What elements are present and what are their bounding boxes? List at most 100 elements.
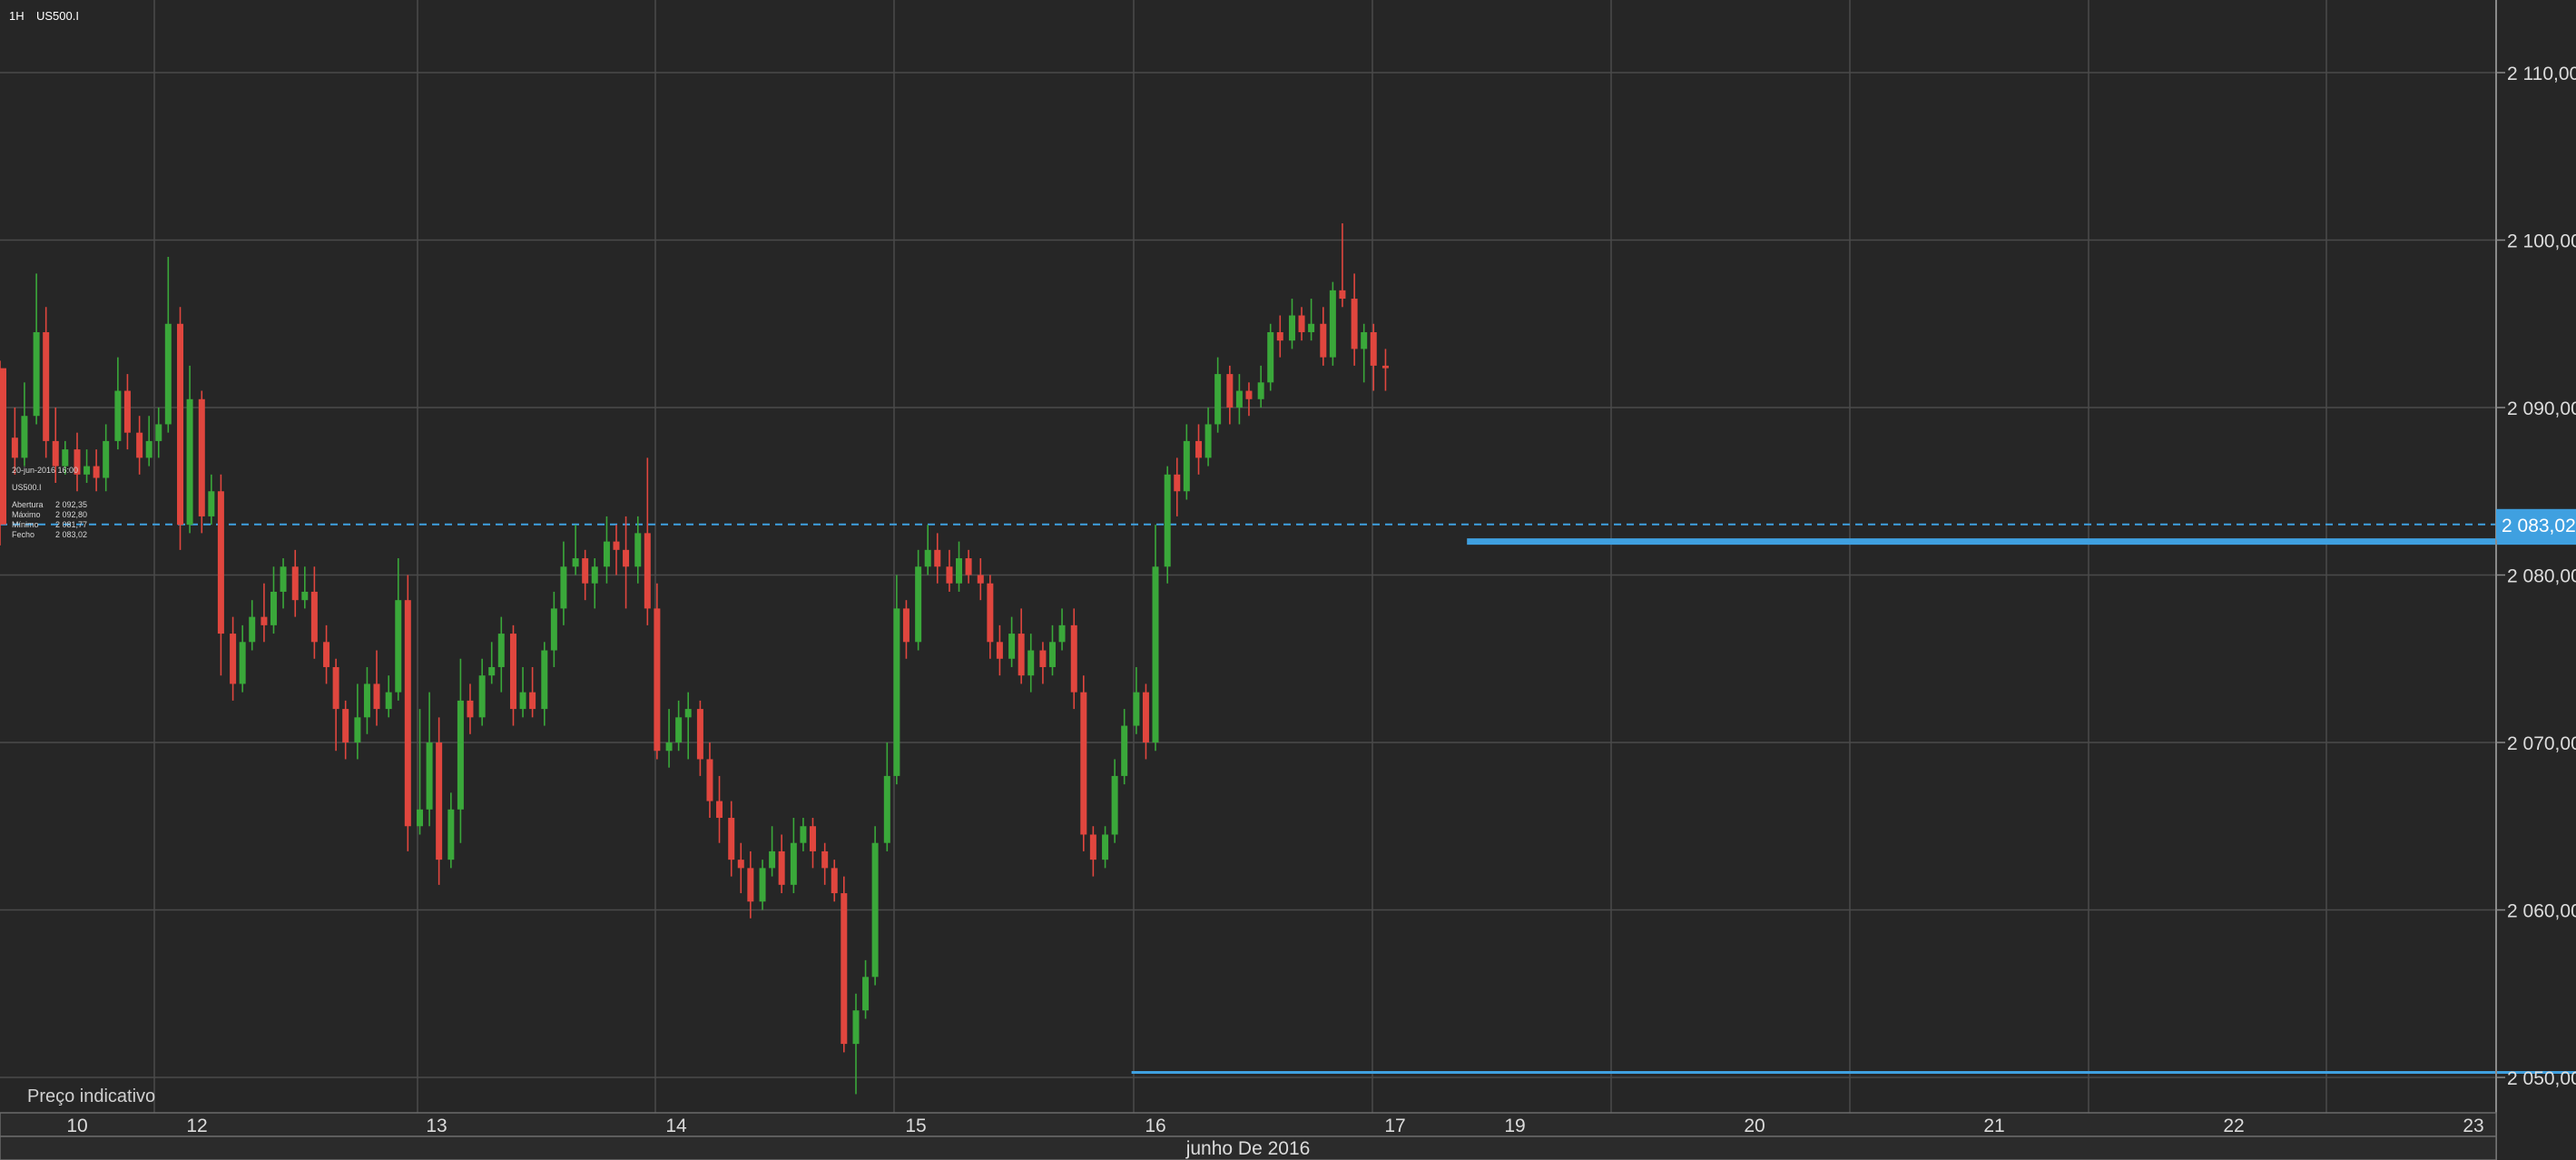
x-axis-month-label: junho De 2016 — [1185, 1138, 1311, 1159]
candle-body — [915, 566, 922, 643]
candle-body — [1361, 331, 1368, 349]
y-tick-label: 2 060,00 — [2507, 901, 2576, 922]
y-axis: 2 050,00 2 060,00 2 070,00 2 080,00 2 090,00… — [2495, 0, 2576, 1160]
candle-body — [737, 860, 744, 869]
candle-body — [759, 868, 766, 902]
candle-body — [560, 566, 567, 609]
candle-body — [0, 368, 6, 525]
candle-body — [1183, 440, 1190, 492]
candle-body — [529, 692, 536, 710]
candle-body — [1018, 634, 1025, 676]
candle-body — [373, 683, 380, 710]
candle-body — [684, 709, 692, 718]
ohlc-row-open: Abertura 2 092,35 — [12, 500, 87, 510]
x-tick-label: 19 — [1504, 1116, 1525, 1136]
candle-body — [74, 449, 81, 475]
timeframe-label[interactable]: 1H — [9, 9, 25, 23]
candle-body — [956, 558, 963, 584]
candle-body — [363, 683, 370, 718]
candle-body — [1245, 390, 1253, 399]
x-tick-label: 23 — [2463, 1116, 2483, 1136]
y-tick-label: 2 110,00 — [2507, 64, 2576, 84]
candle-body — [404, 600, 411, 827]
horizontal-lines — [0, 523, 2576, 1074]
candle-body — [43, 331, 50, 441]
candle-body — [1267, 331, 1274, 383]
candle-body — [1381, 365, 1389, 369]
candle-body — [488, 666, 496, 676]
candle-body — [623, 549, 630, 567]
candle-body — [946, 566, 953, 584]
candle-body — [541, 650, 548, 710]
candle-body — [965, 558, 972, 575]
candle-body — [354, 717, 361, 742]
candle-body — [261, 616, 268, 625]
candle-body — [270, 591, 277, 625]
candle-body — [436, 742, 443, 860]
candle-body — [62, 449, 69, 467]
x-tick-label: 17 — [1384, 1116, 1405, 1136]
current-price-label: 2 083,02 — [2502, 516, 2576, 536]
candle-body — [123, 390, 131, 433]
candle-body — [778, 850, 785, 885]
candle-body — [572, 558, 579, 567]
symbol-label[interactable]: US500.I — [36, 9, 79, 23]
candle-body — [728, 818, 735, 860]
x-tick-label: 20 — [1744, 1116, 1765, 1136]
ohlc-value: 2 092,35 — [55, 500, 88, 509]
candle-body — [291, 566, 299, 601]
candle-body — [1102, 834, 1109, 860]
candle-body — [1121, 725, 1128, 776]
candle-body — [1039, 650, 1047, 667]
candle-body — [93, 466, 100, 478]
candle-body — [21, 416, 28, 458]
candle-body — [1370, 331, 1377, 366]
candle-body — [821, 850, 829, 869]
x-tick-label: 15 — [905, 1116, 926, 1136]
candle-body — [1133, 692, 1140, 726]
ohlc-symbol: US500.I — [12, 483, 42, 492]
candle-body — [198, 398, 205, 516]
candle-body — [769, 850, 776, 869]
ohlc-value: 2 083,02 — [55, 530, 88, 539]
candle-body — [644, 533, 651, 609]
candle-body — [323, 642, 330, 667]
candle-body — [871, 842, 879, 978]
candle-body — [883, 775, 890, 843]
candle-body — [665, 742, 673, 752]
ohlc-label: Fecho — [12, 530, 35, 539]
indicative-price-note: Preço indicativo — [27, 1086, 156, 1106]
candle-body — [852, 1010, 860, 1045]
candle-body — [457, 700, 464, 810]
candle-body — [800, 826, 807, 843]
ohlc-label: Máximo — [12, 510, 41, 519]
candle-body — [426, 742, 433, 810]
candle-body — [208, 491, 215, 516]
candle-body — [1070, 624, 1077, 693]
candle-body — [342, 709, 349, 742]
candle-body — [447, 809, 455, 860]
candle-body — [301, 591, 309, 601]
candle-body — [582, 558, 589, 584]
x-tick-label: 22 — [2223, 1116, 2244, 1136]
current-price-badge — [2496, 508, 2576, 540]
candle-body — [893, 608, 900, 776]
candle-body — [790, 842, 797, 885]
candle-body — [177, 323, 184, 526]
candle-body — [136, 432, 143, 458]
candle-body — [509, 634, 516, 710]
candle-body — [1257, 382, 1264, 399]
candle-body — [164, 323, 172, 425]
candle-body — [467, 700, 474, 718]
ohlc-value: 2 092,80 — [55, 510, 88, 519]
candle-body — [145, 440, 152, 458]
candle-body — [310, 591, 318, 643]
candle-body — [902, 608, 909, 643]
candle-body — [696, 709, 703, 760]
candle-body — [996, 642, 1003, 659]
candle-body — [706, 759, 713, 801]
candle-body — [1288, 315, 1295, 341]
y-tick-label: 2 080,00 — [2507, 566, 2576, 587]
candle-body — [862, 977, 870, 1011]
candle-body — [280, 566, 287, 592]
